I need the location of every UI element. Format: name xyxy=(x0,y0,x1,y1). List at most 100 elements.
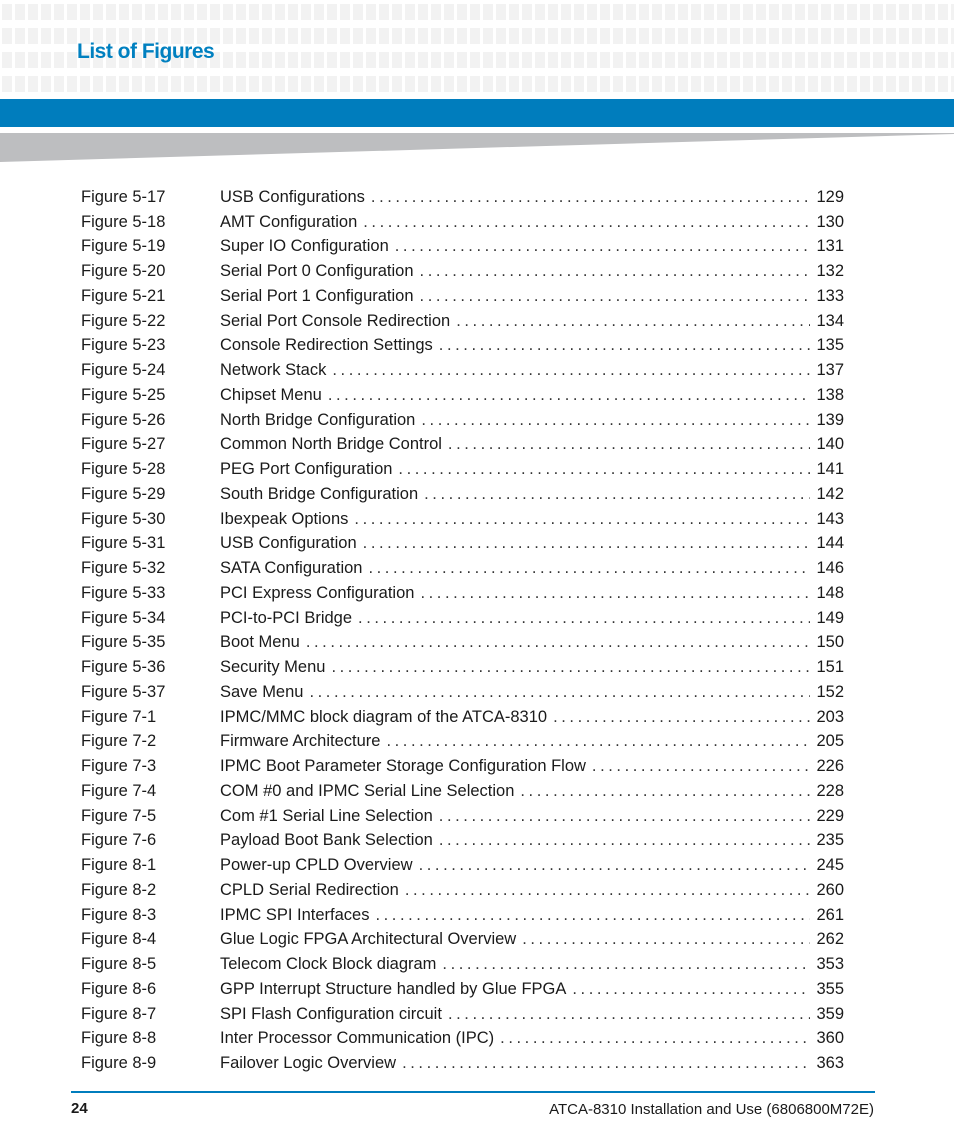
figure-entry[interactable]: Figure 7-3 IPMC Boot Parameter Storage Co… xyxy=(81,754,844,779)
figure-page: 150 xyxy=(816,633,844,652)
document-title: ATCA-8310 Installation and Use (6806800M… xyxy=(549,1101,874,1118)
figure-entry[interactable]: Figure 5-26 North Bridge Configuration 139 xyxy=(81,408,844,433)
figure-label: Figure 8-3 xyxy=(81,905,157,924)
figure-entry[interactable]: Figure 7-5 Com #1 Serial Line Selection 22… xyxy=(81,804,844,829)
figure-entry[interactable]: Figure 5-30 Ibexpeak Options 143 xyxy=(81,507,844,532)
figure-label: Figure 5-22 xyxy=(81,311,166,330)
figure-page: 360 xyxy=(816,1029,844,1048)
figure-label: Figure 5-18 xyxy=(81,212,166,231)
figure-entry[interactable]: Figure 5-21 Serial Port 1 Configuration 13… xyxy=(81,284,844,309)
figure-entry[interactable]: Figure 8-2 CPLD Serial Redirection 260 xyxy=(81,878,844,903)
figure-title: Save Menu xyxy=(220,682,304,701)
figure-title: Telecom Clock Block diagram xyxy=(220,955,437,974)
figure-title: IPMC SPI Interfaces xyxy=(220,905,370,924)
figure-page: 135 xyxy=(816,336,844,355)
figure-entry[interactable]: Figure 8-4 Glue Logic FPGA Architectural … xyxy=(81,928,844,953)
figure-entry[interactable]: Figure 5-31 USB Configuration 144 xyxy=(81,532,844,557)
figure-page: 138 xyxy=(816,385,844,404)
figure-entry[interactable]: Figure 5-35 Boot Menu 150 xyxy=(81,631,844,656)
figure-title: Serial Port Console Redirection xyxy=(220,311,451,330)
figure-title: USB Configurations xyxy=(220,187,365,206)
figure-label: Figure 5-33 xyxy=(81,583,166,602)
figure-label: Figure 8-5 xyxy=(81,955,157,974)
figure-entry[interactable]: Figure 5-22 Serial Port Console Redirecti… xyxy=(81,309,844,334)
dot-leader xyxy=(448,1005,811,1024)
figure-page: 226 xyxy=(816,757,844,776)
dot-leader xyxy=(375,906,810,925)
figure-entry[interactable]: Figure 8-3 IPMC SPI Interfaces 261 xyxy=(81,903,844,928)
dot-leader xyxy=(439,336,811,355)
figure-page: 142 xyxy=(816,484,844,503)
dot-leader xyxy=(368,559,810,578)
dot-leader xyxy=(332,361,810,380)
figure-entry[interactable]: Figure 5-29 South Bridge Configuration 142 xyxy=(81,482,844,507)
figure-page: 245 xyxy=(816,856,844,875)
figure-page: 353 xyxy=(816,955,844,974)
dot-leader xyxy=(553,708,810,727)
figure-page: 262 xyxy=(816,930,844,949)
figure-page: 228 xyxy=(816,781,844,800)
figure-label: Figure 5-36 xyxy=(81,658,166,677)
figure-page: 261 xyxy=(816,905,844,924)
figure-title: Console Redirection Settings xyxy=(220,336,433,355)
figure-entry[interactable]: Figure 8-8 Inter Processor Communication … xyxy=(81,1027,844,1052)
figure-page: 144 xyxy=(816,534,844,553)
figure-page: 148 xyxy=(816,583,844,602)
figure-label: Figure 7-5 xyxy=(81,806,157,825)
figure-entry[interactable]: Figure 7-6 Payload Boot Bank Selection 235 xyxy=(81,829,844,854)
figure-entry[interactable]: Figure 8-5 Telecom Clock Block diagram 353 xyxy=(81,952,844,977)
figure-label: Figure 5-29 xyxy=(81,484,166,503)
dot-leader xyxy=(420,287,811,306)
figure-entry[interactable]: Figure 5-25 Chipset Menu 138 xyxy=(81,383,844,408)
figure-title: Ibexpeak Options xyxy=(220,509,349,528)
figure-page: 203 xyxy=(816,707,844,726)
figure-title: Security Menu xyxy=(220,658,326,677)
figure-label: Figure 7-3 xyxy=(81,757,157,776)
figure-title: USB Configuration xyxy=(220,534,357,553)
dot-leader xyxy=(439,807,811,826)
figure-entry[interactable]: Figure 5-27 Common North Bridge Control 14… xyxy=(81,433,844,458)
figure-entry[interactable]: Figure 8-7 SPI Flash Configuration circui… xyxy=(81,1002,844,1027)
header-band xyxy=(0,99,954,127)
figure-title: North Bridge Configuration xyxy=(220,410,416,429)
figure-label: Figure 8-6 xyxy=(81,979,157,998)
figure-entry[interactable]: Figure 7-4 COM #0 and IPMC Serial Line Se… xyxy=(81,779,844,804)
figure-entry[interactable]: Figure 5-20 Serial Port 0 Configuration 13… xyxy=(81,259,844,284)
figure-title: IPMC/MMC block diagram of the ATCA-8310 xyxy=(220,707,548,726)
figure-title: Power-up CPLD Overview xyxy=(220,856,413,875)
header-pattern xyxy=(2,4,954,94)
figure-entry[interactable]: Figure 5-34 PCI-to-PCI Bridge 149 xyxy=(81,606,844,631)
figure-page: 260 xyxy=(816,880,844,899)
figure-entry[interactable]: Figure 7-1 IPMC/MMC block diagram of the … xyxy=(81,705,844,730)
figure-entry[interactable]: Figure 5-23 Console Redirection Settings 1… xyxy=(81,334,844,359)
dot-leader xyxy=(456,312,810,331)
dot-leader xyxy=(405,881,811,900)
figure-entry[interactable]: Figure 7-2 Firmware Architecture 205 xyxy=(81,730,844,755)
figure-entry[interactable]: Figure 5-32 SATA Configuration 146 xyxy=(81,556,844,581)
dot-leader xyxy=(522,930,810,949)
figure-label: Figure 7-6 xyxy=(81,831,157,850)
figure-entry[interactable]: Figure 5-17 USB Configurations 129 xyxy=(81,185,844,210)
dot-leader xyxy=(448,435,811,454)
dot-leader xyxy=(442,955,810,974)
figure-entry[interactable]: Figure 5-19 Super IO Configuration 131 xyxy=(81,235,844,260)
figure-page: 139 xyxy=(816,410,844,429)
figure-entry[interactable]: Figure 8-6 GPP Interrupt Structure handle… xyxy=(81,977,844,1002)
figure-entry[interactable]: Figure 8-9 Failover Logic Overview 363 xyxy=(81,1051,844,1076)
figure-entry[interactable]: Figure 5-18 AMT Configuration 130 xyxy=(81,210,844,235)
figure-title: PCI Express Configuration xyxy=(220,583,415,602)
figure-entry[interactable]: Figure 5-33 PCI Express Configuration 148 xyxy=(81,581,844,606)
figure-entry[interactable]: Figure 8-1 Power-up CPLD Overview 245 xyxy=(81,853,844,878)
dot-leader xyxy=(420,262,811,281)
figure-label: Figure 8-8 xyxy=(81,1029,157,1048)
figure-entry[interactable]: Figure 5-37 Save Menu 152 xyxy=(81,680,844,705)
dot-leader xyxy=(398,460,810,479)
figure-entry[interactable]: Figure 5-36 Security Menu 151 xyxy=(81,655,844,680)
figure-label: Figure 5-37 xyxy=(81,682,166,701)
figure-page: 140 xyxy=(816,435,844,454)
footer-rule xyxy=(71,1091,875,1093)
figure-entry[interactable]: Figure 5-28 PEG Port Configuration 141 xyxy=(81,457,844,482)
figure-title: COM #0 and IPMC Serial Line Selection xyxy=(220,781,515,800)
dot-leader xyxy=(309,683,810,702)
figure-entry[interactable]: Figure 5-24 Network Stack 137 xyxy=(81,358,844,383)
